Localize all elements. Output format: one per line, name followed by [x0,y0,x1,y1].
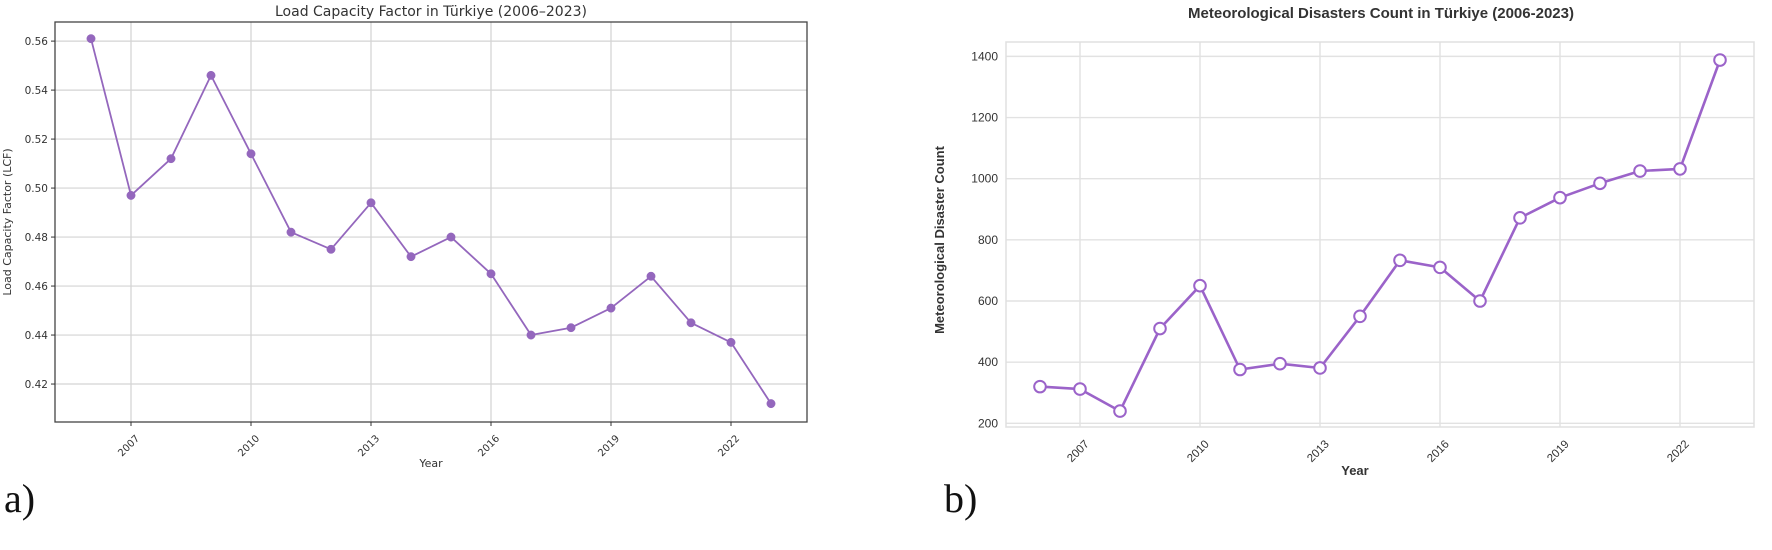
data-point-marker [1473,294,1487,308]
plot-frame [1005,41,1755,428]
data-point-marker [1033,379,1047,394]
data-point-marker [686,318,696,328]
series-line [1039,59,1722,413]
data-point-marker [326,244,336,254]
data-point-marker [1393,253,1407,268]
x-ticks: 2007 2010 2013 2016 2019 2022 [116,422,742,459]
x-tick-label: 2013 [356,433,382,459]
x-tick-label: 2022 [716,433,742,459]
x-tick-label: 2007 [116,433,142,459]
plot-lines [90,38,772,405]
lcf-line-chart: Load Capacity Factor in Türkiye (2006–20… [1,4,808,470]
data-point-marker [1313,361,1327,375]
y-tick-label: 0.48 [25,232,48,244]
data-point-marker [1593,176,1607,191]
grid [55,22,807,422]
data-point-marker [1233,362,1247,377]
y-tick-label: 0.42 [25,379,48,391]
y-tick-label: 0.46 [25,281,49,293]
chart-title: Load Capacity Factor in Türkiye (2006–20… [275,4,587,20]
data-point-marker [1713,53,1727,67]
data-point-marker [1273,356,1287,371]
y-tick-label: 400 [978,355,998,369]
y-tick-label: 200 [978,416,998,430]
data-point-marker [1433,260,1447,275]
x-tick-label: 2022 [1665,438,1692,465]
y-ticks: 0.42 0.44 0.46 0.48 0.50 0.52 0.54 0.56 [25,36,55,391]
data-point-marker [726,337,736,347]
data-point-marker [446,232,456,242]
y-axis-label: Load Capacity Factor (LCF) [1,148,14,295]
x-tick-label: 2016 [476,433,502,459]
x-tick-label: 2019 [1545,438,1572,465]
data-point-marker [486,269,496,279]
data-point-marker [566,323,576,333]
disaster-count-line-chart: Meteorological Disasters Count in Türkiy… [932,5,1755,478]
series-line [90,38,772,405]
plot-frame [54,21,808,423]
data-point-marker [1193,278,1207,293]
y-tick-label: 800 [978,233,998,247]
data-point-marker [126,190,136,200]
data-markers [1033,53,1727,418]
y-tick-label: 0.52 [25,134,48,146]
data-point-marker [1073,382,1087,396]
grid [1006,42,1754,427]
data-point-marker [166,154,176,164]
y-tick-label: 600 [978,294,998,308]
data-markers [86,34,776,409]
data-point-marker [206,70,216,80]
data-point-marker [406,252,416,262]
y-tick-label: 1200 [971,111,998,125]
data-point-marker [1153,321,1167,336]
y-tick-label: 0.54 [25,85,49,97]
x-tick-label: 2007 [1065,438,1092,465]
data-point-marker [1513,211,1527,225]
chart-title: Meteorological Disasters Count in Türkiy… [1188,5,1574,22]
x-tick-label: 2010 [236,433,262,459]
data-point-marker [86,34,96,44]
x-tick-label: 2013 [1305,438,1332,465]
data-point-marker [1553,190,1567,205]
panel-label-a: a) [4,476,36,521]
plot-lines [1039,59,1722,413]
data-point-marker [766,399,776,409]
y-ticks: 200 400 600 800 1000 1200 1400 [971,49,998,430]
data-point-marker [1673,162,1687,176]
panel-label-b: b) [944,476,978,521]
y-axis-label: Meteorological Disaster Count [932,145,947,333]
x-tick-label: 2019 [596,433,622,459]
y-tick-label: 0.44 [25,330,49,342]
data-point-marker [286,227,296,237]
data-point-marker [606,303,616,313]
data-point-marker [1113,404,1127,418]
y-tick-label: 0.50 [25,183,48,195]
data-point-marker [646,271,656,281]
y-tick-label: 1000 [971,172,998,186]
data-point-marker [366,198,376,208]
data-point-marker [1633,164,1647,178]
y-tick-label: 1400 [971,49,998,63]
data-point-marker [1353,309,1367,324]
x-axis-label: Year [418,457,443,470]
y-tick-label: 0.56 [25,36,49,48]
x-axis-label: Year [1341,463,1368,478]
x-tick-label: 2010 [1185,438,1212,465]
x-tick-label: 2016 [1425,438,1452,465]
data-point-marker [246,149,256,159]
data-point-marker [526,330,536,340]
x-ticks: 2007 2010 2013 2016 2019 2022 [1065,438,1692,465]
